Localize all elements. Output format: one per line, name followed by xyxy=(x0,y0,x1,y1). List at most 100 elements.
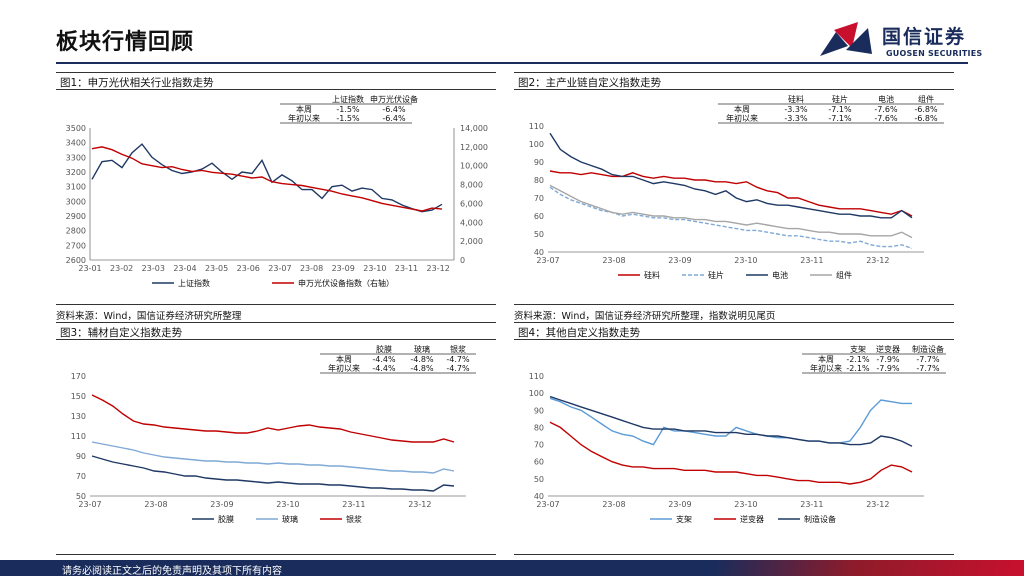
x-tick-label: 23-11 xyxy=(800,256,823,265)
table-cell: -7.7% xyxy=(916,364,940,373)
table-header: 电池 xyxy=(878,94,894,104)
series-line-1 xyxy=(549,397,912,446)
chart-title: 图4：其他自定义指数走势 xyxy=(514,322,954,340)
y-tick-label: 50 xyxy=(76,492,86,501)
table-row-label: 本周 xyxy=(296,104,312,114)
y-tick-label: 90 xyxy=(534,406,544,415)
table-cell: -7.6% xyxy=(874,114,898,123)
table-row-label: 年初以来 xyxy=(328,363,360,373)
table-cell: -4.7% xyxy=(446,355,470,364)
x-tick-label: 23-07 xyxy=(78,500,101,509)
legend-label: 玻璃 xyxy=(282,514,298,524)
x-tick-label: 23-09 xyxy=(210,500,233,509)
y-tick-label: 100 xyxy=(529,140,544,149)
series-line-3 xyxy=(549,395,913,447)
series-line-1 xyxy=(91,143,443,213)
y-tick-label: 170 xyxy=(71,372,86,381)
y-tick-label: 40 xyxy=(534,248,544,257)
x-tick-label: 23-12 xyxy=(866,256,889,265)
x-tick-label: 23-03 xyxy=(142,264,165,273)
y-tick-label: 130 xyxy=(71,412,86,421)
y2-tick-label: 10,000 xyxy=(460,162,488,171)
y-tick-label: 110 xyxy=(529,122,544,131)
chart-panel-3: 图3：辅材自定义指数走势 胶膜 玻璃 银浆本周 -4.4% -4.8% -4.7% 年初以来… xyxy=(56,322,496,572)
series-line-2 xyxy=(549,186,913,250)
chart-panel-1: 图1：申万光伏相关行业指数走势 上证指数 申万光伏设备 本周 -1.5% -6.4% 年初… xyxy=(56,72,496,322)
x-tick-label: 23-09 xyxy=(332,264,355,273)
legend-label: 硅料 xyxy=(644,270,660,280)
legend-label: 胶膜 xyxy=(218,514,234,524)
y-tick-label: 70 xyxy=(76,472,86,481)
footer-disclaimer: 请务必阅读正文之后的免责声明及其项下所有内容 xyxy=(62,566,282,576)
y2-tick-label: 2,000 xyxy=(460,237,483,246)
brand-logo: 国信证券 GUOSEN SECURITIES xyxy=(818,18,988,64)
table-header: 逆变器 xyxy=(876,344,900,354)
table-header: 申万光伏设备 xyxy=(370,94,418,104)
table-cell: -7.1% xyxy=(828,105,852,114)
y2-tick-label: 6,000 xyxy=(460,199,483,208)
series-line-2 xyxy=(91,441,455,474)
y-tick-label: 90 xyxy=(76,452,86,461)
x-tick-label: 23-07 xyxy=(536,256,559,265)
table-cell: -1.5% xyxy=(336,105,360,114)
y2-tick-label: 12,000 xyxy=(460,143,488,152)
table-header: 玻璃 xyxy=(414,344,430,354)
table-cell: -7.7% xyxy=(916,355,940,364)
x-tick-label: 23-08 xyxy=(602,256,625,265)
x-tick-label: 23-07 xyxy=(536,500,559,509)
y-tick-label: 40 xyxy=(534,492,544,501)
y-tick-label: 3400 xyxy=(66,139,86,148)
y2-tick-label: 4,000 xyxy=(460,218,483,227)
table-cell: -6.8% xyxy=(914,105,938,114)
legend-label: 逆变器 xyxy=(740,514,764,524)
y-tick-label: 2800 xyxy=(66,227,86,236)
x-tick-label: 23-12 xyxy=(427,264,450,273)
y-tick-label: 50 xyxy=(534,230,544,239)
series-line-3 xyxy=(549,132,913,219)
legend-label: 制造设备 xyxy=(804,514,836,524)
table-cell: -4.4% xyxy=(372,355,396,364)
table-cell: -7.9% xyxy=(876,364,900,373)
table-cell: -6.8% xyxy=(914,114,938,123)
y-tick-label: 50 xyxy=(534,475,544,484)
table-cell: -2.1% xyxy=(846,364,870,373)
table-row-label: 本周 xyxy=(818,354,834,364)
y-tick-label: 3300 xyxy=(66,153,86,162)
x-tick-label: 23-08 xyxy=(300,264,323,273)
y-tick-label: 150 xyxy=(71,392,86,401)
table-cell: -3.3% xyxy=(784,105,808,114)
table-cell: -6.4% xyxy=(382,114,406,123)
chart-title: 图3：辅材自定义指数走势 xyxy=(56,322,496,340)
chart-source: 资料来源：Wind，国信证券经济研究所整理 xyxy=(56,304,496,322)
x-tick-label: 23-05 xyxy=(205,264,228,273)
x-tick-label: 23-06 xyxy=(237,264,260,273)
table-header: 支架 xyxy=(850,344,866,354)
y-tick-label: 80 xyxy=(534,423,544,432)
brand-mark-icon xyxy=(820,22,872,56)
x-tick-label: 23-11 xyxy=(342,500,365,509)
x-tick-label: 23-10 xyxy=(276,500,299,509)
y-tick-label: 3200 xyxy=(66,168,86,177)
y-tick-label: 70 xyxy=(534,441,544,450)
y-tick-label: 2700 xyxy=(66,241,86,250)
x-tick-label: 23-08 xyxy=(144,500,167,509)
y-tick-label: 100 xyxy=(529,389,544,398)
x-tick-label: 23-10 xyxy=(363,264,386,273)
table-header: 组件 xyxy=(918,94,934,104)
table-cell: -4.7% xyxy=(446,364,470,373)
table-cell: -4.8% xyxy=(410,355,434,364)
x-tick-label: 23-09 xyxy=(668,500,691,509)
y-tick-label: 70 xyxy=(534,194,544,203)
brand-name: 国信证券 xyxy=(882,26,967,48)
table-header: 银浆 xyxy=(450,344,466,354)
table-row-label: 本周 xyxy=(336,354,352,364)
table-header: 制造设备 xyxy=(912,344,944,354)
table-row-label: 本周 xyxy=(734,104,750,114)
footer-accent xyxy=(716,560,1024,576)
header-rule xyxy=(56,62,968,64)
table-cell: -7.1% xyxy=(828,114,852,123)
series-line-3 xyxy=(91,394,455,443)
y2-tick-label: 0 xyxy=(460,256,465,265)
